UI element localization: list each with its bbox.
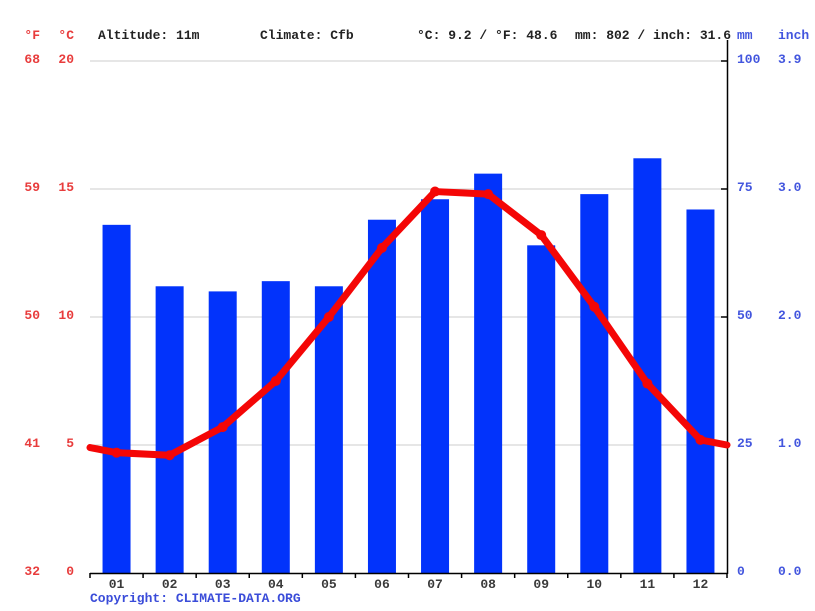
precipitation-bar (474, 173, 503, 573)
fahrenheit-tick-label: 32 (24, 564, 40, 579)
month-label: 01 (108, 577, 125, 592)
copyright-link[interactable]: Copyright: CLIMATE-DATA.ORG (90, 591, 301, 606)
month-label: 02 (161, 577, 178, 592)
precipitation-bar (580, 194, 609, 573)
celsius-tick-label: 15 (58, 180, 74, 195)
celsius-tick-label: 5 (66, 436, 74, 451)
mm-tick-label: 50 (737, 308, 753, 323)
temperature-point (642, 378, 653, 389)
precipitation-bar (314, 286, 343, 573)
month-label: 06 (374, 577, 390, 592)
temperature-point (430, 186, 441, 197)
temperature-line (86, 188, 731, 459)
month-label: 03 (214, 577, 231, 592)
inch-tick-label: 0.0 (778, 564, 802, 579)
mm-tick-label: 100 (737, 52, 761, 67)
month-label: 11 (639, 577, 656, 592)
month-label: 07 (427, 577, 443, 592)
fahrenheit-unit-label: °F (24, 28, 40, 43)
inch-unit-label: inch (778, 28, 810, 43)
temperature-point (536, 230, 547, 241)
month-label: 04 (267, 577, 284, 592)
temperature-point (589, 301, 600, 312)
precipitation-bar (102, 224, 131, 573)
inch-tick-label: 1.0 (778, 436, 802, 451)
mean-temperature-label: °C: 9.2 / °F: 48.6 (417, 28, 558, 43)
temperature-point (695, 434, 706, 445)
precipitation-bar (367, 219, 396, 573)
fahrenheit-tick-label: 41 (24, 436, 40, 451)
mm-tick-label: 25 (737, 436, 753, 451)
total-precipitation-label: mm: 802 / inch: 31.6 (575, 28, 732, 43)
climate-type-label: Climate: Cfb (260, 28, 354, 43)
precipitation-bar (686, 209, 715, 574)
month-label: 09 (533, 577, 549, 592)
temperature-point (111, 447, 122, 458)
temperature-point (323, 312, 334, 322)
inch-tick-label: 3.9 (778, 52, 802, 67)
precipitation-bar (527, 245, 556, 573)
fahrenheit-tick-label: 68 (24, 52, 40, 67)
precipitation-bar (261, 281, 290, 573)
fahrenheit-tick-label: 59 (24, 180, 40, 195)
temperature-point (376, 242, 387, 253)
precipitation-bar (155, 286, 184, 573)
temperature-point (483, 189, 494, 200)
fahrenheit-tick-label: 50 (24, 308, 40, 323)
mm-tick-label: 0 (737, 564, 745, 579)
inch-tick-label: 2.0 (778, 308, 802, 323)
celsius-tick-label: 0 (66, 564, 74, 579)
month-label: 08 (480, 577, 496, 592)
altitude-label: Altitude: 11m (98, 28, 200, 43)
temperature-point (217, 422, 228, 433)
temperature-point (270, 376, 281, 386)
inch-tick-label: 3.0 (778, 180, 802, 195)
celsius-unit-label: °C (58, 28, 74, 43)
temperature-point (164, 450, 175, 461)
month-label: 10 (586, 577, 603, 592)
celsius-tick-label: 20 (58, 52, 74, 67)
month-label: 12 (692, 577, 709, 592)
mm-tick-label: 75 (737, 180, 753, 195)
precipitation-bar (421, 199, 450, 574)
mm-unit-label: mm (737, 28, 753, 43)
celsius-tick-label: 10 (58, 308, 74, 323)
month-label: 05 (321, 577, 337, 592)
